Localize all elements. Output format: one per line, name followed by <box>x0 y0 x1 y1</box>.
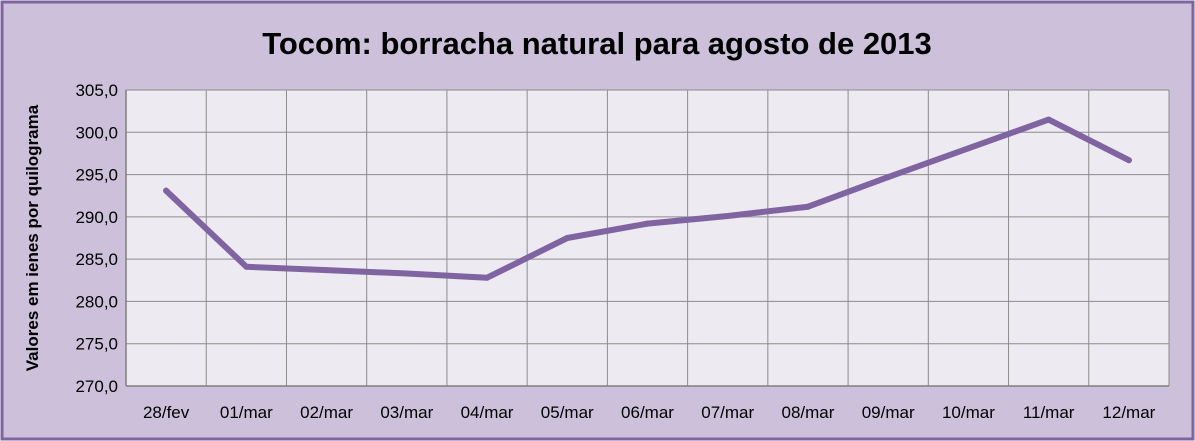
x-tick-label: 09/mar <box>862 403 915 422</box>
axes <box>125 90 1170 387</box>
x-tick-label: 08/mar <box>782 403 835 422</box>
x-tick-label: 05/mar <box>541 403 594 422</box>
data-point <box>1045 116 1052 123</box>
x-tick-label: 10/mar <box>942 403 995 422</box>
data-point <box>804 203 811 210</box>
x-tick-label: 28/fev <box>143 403 190 422</box>
data-point <box>243 263 250 270</box>
x-tick-label: 12/mar <box>1102 403 1155 422</box>
data-point <box>885 174 892 181</box>
y-tick-label: 290,0 <box>75 208 118 227</box>
data-point <box>163 187 170 194</box>
data-point <box>323 267 330 274</box>
x-tick-label: 06/mar <box>621 403 674 422</box>
y-tick-label: 275,0 <box>75 335 118 354</box>
series-layer <box>163 116 1132 281</box>
data-point <box>484 274 491 281</box>
y-axis-tick-labels: 270,0 275,0 280,0 285,0 290,0 295,0 300,0 305,0 <box>75 81 118 396</box>
x-tick-label: 01/mar <box>220 403 273 422</box>
x-tick-label: 04/mar <box>461 403 514 422</box>
y-tick-label: 305,0 <box>75 81 118 100</box>
data-point <box>724 213 731 220</box>
data-point <box>1125 157 1132 164</box>
data-point <box>403 270 410 277</box>
x-tick-label: 11/mar <box>1023 403 1075 422</box>
y-tick-label: 285,0 <box>75 250 118 269</box>
x-axis-tick-labels: 28/fev 01/mar 02/mar 03/mar 04/mar 05/mar 06/m… <box>143 403 1156 422</box>
data-point <box>644 220 651 227</box>
grid-lines <box>126 89 1169 387</box>
chart-title: Tocom: borracha natural para agosto de 2… <box>262 26 932 61</box>
data-point <box>965 145 972 152</box>
x-tick-label: 07/mar <box>701 403 754 422</box>
y-tick-label: 300,0 <box>75 123 118 142</box>
data-point <box>564 235 571 241</box>
y-tick-label: 295,0 <box>75 166 118 185</box>
x-tick-label: 02/mar <box>300 403 353 422</box>
x-tick-label: 03/mar <box>380 403 433 422</box>
y-tick-label: 280,0 <box>75 292 118 311</box>
y-tick-label: 270,0 <box>75 377 118 396</box>
y-axis-label: Valores em ienes por quilograma <box>23 104 42 371</box>
